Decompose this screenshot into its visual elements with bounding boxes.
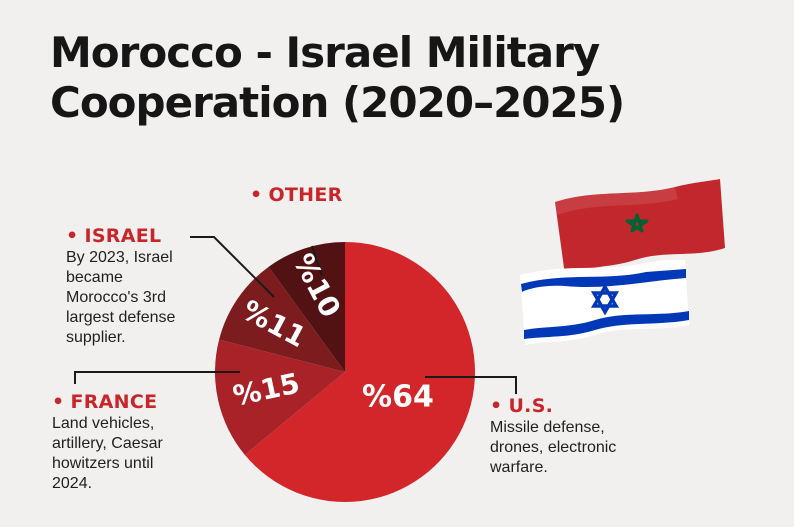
- callout-israel-description: By 2023, Israel became Morocco's 3rd lar…: [66, 248, 216, 348]
- pie-slices: [215, 242, 475, 503]
- star-of-david-icon: [590, 283, 620, 316]
- callout-france-description: Land vehicles, artillery, Caesar howitze…: [52, 414, 212, 494]
- pie-slice-israel: [219, 266, 345, 372]
- leader-line-us: [425, 376, 517, 394]
- desc-line: became: [66, 269, 123, 286]
- callout-us: • U.S. Missile defense, drones, electroni…: [490, 394, 660, 478]
- bullet-icon: •: [66, 225, 79, 247]
- page-title: Morocco - Israel Military Cooperation (2…: [50, 28, 625, 128]
- leader-line-israel: [190, 236, 275, 298]
- desc-line: drones, electronic: [490, 439, 617, 456]
- us-label: U.S.: [508, 395, 554, 417]
- france-label: FRANCE: [70, 391, 158, 413]
- title-line-1: Morocco - Israel Military: [50, 28, 600, 77]
- leader-line-france: [74, 371, 240, 384]
- desc-line: By 2023, Israel: [66, 249, 173, 266]
- desc-line: largest defense: [66, 309, 176, 326]
- callout-france: • FRANCE Land vehicles, artillery, Caesar…: [52, 390, 212, 494]
- flags-illustration: [520, 179, 725, 345]
- value-label-us: %64: [362, 379, 434, 414]
- pie-slice-other: [268, 242, 345, 372]
- callout-israel: • ISRAEL By 2023, Israel became Morocco's…: [66, 224, 216, 348]
- desc-line: howitzers until: [52, 455, 154, 472]
- desc-line: Morocco's 3rd: [66, 289, 166, 306]
- pie-slice-us: [244, 242, 475, 503]
- callout-france-title: • FRANCE: [52, 390, 212, 414]
- bullet-icon: •: [490, 395, 503, 417]
- callout-other: • OTHER: [250, 183, 343, 207]
- leader-lines: [74, 236, 517, 394]
- desc-line: artillery, Caesar: [52, 435, 163, 452]
- morocco-flag: [555, 179, 725, 275]
- title-line-2: Cooperation (2020–2025): [50, 78, 625, 127]
- desc-line: Missile defense,: [490, 419, 605, 436]
- callout-other-title: • OTHER: [250, 183, 343, 207]
- callout-israel-title: • ISRAEL: [66, 224, 216, 248]
- israel-label: ISRAEL: [84, 225, 162, 247]
- desc-line: supplier.: [66, 329, 126, 346]
- desc-line: warfare.: [490, 459, 548, 476]
- israel-flag: [520, 259, 689, 345]
- bullet-icon: •: [250, 184, 263, 206]
- desc-line: Land vehicles,: [52, 415, 155, 432]
- bullet-icon: •: [52, 391, 65, 413]
- callout-us-description: Missile defense, drones, electronic warf…: [490, 418, 660, 478]
- desc-line: 2024.: [52, 475, 93, 492]
- pie-slice-france: [215, 339, 345, 455]
- leader-line-other: [311, 245, 323, 277]
- other-label: OTHER: [268, 184, 343, 206]
- callout-us-title: • U.S.: [490, 394, 660, 418]
